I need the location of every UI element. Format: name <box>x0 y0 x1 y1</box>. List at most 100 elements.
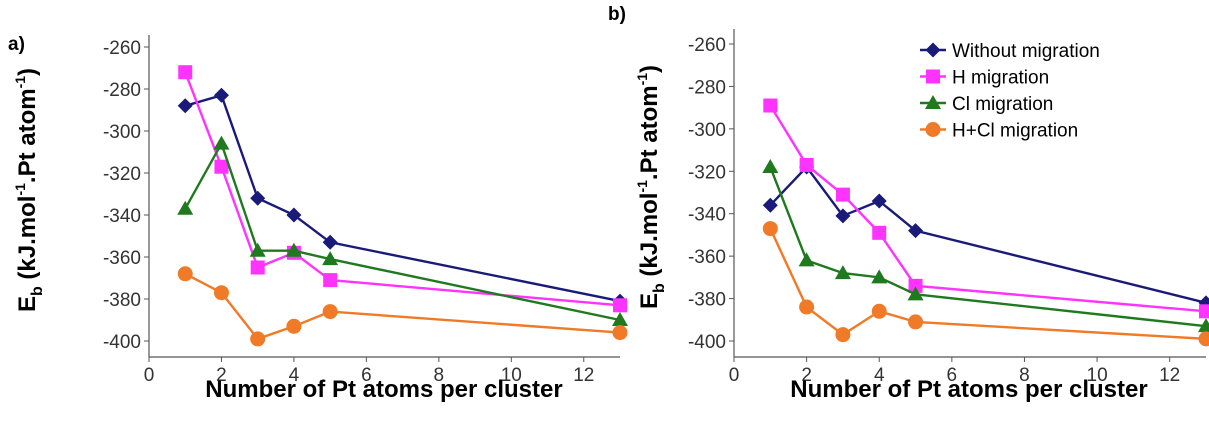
series-line-h-cl-migration-b <box>769 228 1207 341</box>
legend-marker-h-cl-migration <box>925 122 941 137</box>
data-point-cl-migration-a <box>213 135 230 150</box>
y-tick-label-b: -380 <box>688 290 726 311</box>
x-tick-label-a: 0 <box>144 365 155 386</box>
data-point-without-migration-a <box>213 87 229 103</box>
data-point-h-migration-b <box>872 225 887 240</box>
y-tick-label-a: -300 <box>103 122 141 143</box>
y-tick-label-b: -280 <box>688 77 726 98</box>
x-tick-label-b: 8 <box>1019 365 1030 386</box>
data-point-h-migration-b <box>835 187 850 202</box>
data-point-cl-migration-a <box>249 242 266 257</box>
data-point-h-cl-migration-a <box>612 325 628 341</box>
data-point-without-migration-b <box>835 208 851 224</box>
series-line-without-migration-b <box>769 165 1207 304</box>
series-h-migration-b <box>763 98 1209 319</box>
data-point-h-migration-a <box>250 260 265 275</box>
panel-label-a: a) <box>8 34 25 55</box>
data-point-h-cl-migration-a <box>250 331 266 347</box>
data-point-h-cl-migration-b <box>799 299 815 315</box>
data-point-cl-migration-a <box>322 251 339 266</box>
y-tick-label-a: -360 <box>103 248 141 269</box>
data-point-without-migration-b <box>871 193 887 209</box>
y-tick-label-b: -320 <box>688 162 726 183</box>
data-point-h-migration-b <box>763 98 778 113</box>
data-point-h-cl-migration-a <box>322 304 338 320</box>
data-point-without-migration-a <box>322 234 338 250</box>
data-point-h-migration-b <box>799 157 814 172</box>
data-point-h-cl-migration-a <box>213 285 229 301</box>
data-point-h-cl-migration-a <box>286 318 302 334</box>
x-tick-label-b: 12 <box>1159 365 1180 386</box>
series-h-cl-migration-b <box>762 221 1209 347</box>
data-point-cl-migration-b <box>798 252 815 267</box>
data-point-without-migration-a <box>177 98 193 114</box>
x-axis-label-a: Number of Pt atoms per cluster <box>205 376 562 403</box>
y-tick-label-a: -400 <box>103 332 141 353</box>
x-tick-label-a: 2 <box>216 365 227 386</box>
data-point-h-migration-a <box>613 298 627 313</box>
series-cl-migration-a <box>177 135 628 326</box>
data-point-h-migration-a <box>178 65 193 80</box>
y-tick-label-a: -340 <box>103 206 141 227</box>
legend-marker-without-migration <box>925 42 941 58</box>
y-axis-label-b: Eb (kJ.mol-1.Pt atom-1) <box>634 65 668 309</box>
data-point-cl-migration-a <box>612 312 628 326</box>
legend-label-h-migration: H migration <box>952 68 1049 89</box>
x-tick-label-b: 10 <box>1087 365 1108 386</box>
legend-b: Without migration H migration Cl migration… <box>920 41 1100 142</box>
data-point-without-migration-b <box>762 197 778 213</box>
y-tick-label-a: -260 <box>103 38 141 59</box>
data-point-h-migration-b <box>908 278 923 293</box>
legend-label-cl-migration: Cl migration <box>952 94 1053 115</box>
x-tick-label-b: 0 <box>729 365 740 386</box>
series-cl-migration-b <box>762 159 1209 333</box>
x-tick-label-a: 10 <box>501 365 522 386</box>
data-point-cl-migration-b <box>907 286 924 301</box>
data-point-cl-migration-b <box>871 269 888 284</box>
series-h-cl-migration-a <box>177 266 628 347</box>
data-point-h-cl-migration-b <box>835 327 851 343</box>
y-tick-label-a: -280 <box>103 80 141 101</box>
panel-label-b: b) <box>608 4 626 25</box>
data-point-h-cl-migration-b <box>762 221 778 237</box>
data-point-cl-migration-a <box>177 200 194 215</box>
x-tick-label-a: 12 <box>573 365 594 386</box>
legend-marker-h-migration <box>926 69 940 84</box>
y-tick-label-b: -400 <box>688 332 726 353</box>
data-point-h-cl-migration-b <box>908 314 924 330</box>
series-line-cl-migration-a <box>184 140 621 322</box>
y-tick-label-b: -340 <box>688 205 726 226</box>
data-point-h-cl-migration-b <box>871 303 887 319</box>
data-point-h-cl-migration-a <box>177 266 193 282</box>
y-tick-label-b: -300 <box>688 120 726 141</box>
y-tick-label-b: -260 <box>688 35 726 56</box>
data-point-without-migration-a <box>250 190 266 206</box>
x-tick-label-a: 8 <box>434 365 445 386</box>
data-point-h-cl-migration-b <box>1198 331 1209 347</box>
x-tick-label-a: 4 <box>289 365 300 386</box>
data-point-cl-migration-b <box>834 265 851 280</box>
x-tick-label-a: 6 <box>361 365 372 386</box>
legend-label-without-migration: Without migration <box>952 41 1100 62</box>
series-line-h-migration-b <box>769 104 1207 313</box>
data-point-without-migration-a <box>286 207 302 223</box>
series-line-without-migration-a <box>184 93 621 303</box>
series-line-h-migration-a <box>184 71 621 307</box>
data-point-without-migration-b <box>908 223 924 239</box>
data-point-h-migration-a <box>214 159 229 174</box>
x-tick-label-b: 4 <box>874 365 885 386</box>
legend-marker-cl-migration <box>925 95 941 109</box>
x-axis-label-b: Number of Pt atoms per cluster <box>790 376 1147 403</box>
y-axis-label-a: Eb (kJ.mol-1.Pt atom-1) <box>12 68 46 312</box>
y-tick-label-a: -380 <box>103 290 141 311</box>
data-point-h-migration-b <box>1199 304 1209 319</box>
x-tick-label-b: 6 <box>947 365 958 386</box>
data-point-cl-migration-b <box>1198 318 1209 333</box>
data-point-h-migration-a <box>323 273 338 288</box>
x-tick-label-b: 2 <box>801 365 812 386</box>
data-point-cl-migration-a <box>285 242 302 257</box>
series-without-migration-b <box>762 159 1209 311</box>
